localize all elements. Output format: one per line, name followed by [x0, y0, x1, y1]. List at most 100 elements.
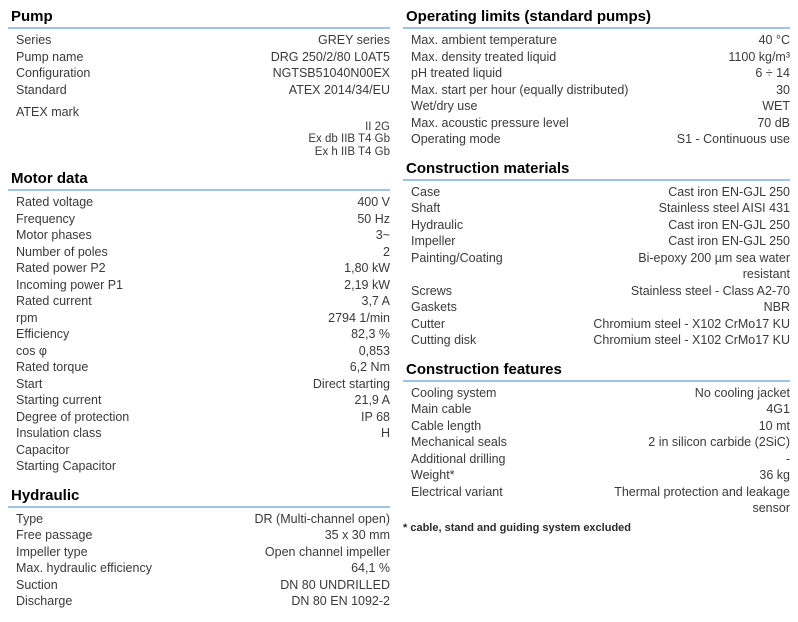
- spec-value: NBR: [763, 300, 790, 314]
- spec-value: Open channel impeller: [264, 544, 390, 559]
- spec-row: Free passage 35 x 30 mm: [8, 527, 390, 544]
- hydraulic-section-title: Hydraulic: [8, 487, 390, 508]
- spec-row: Cutter Chromium steel - X102 CrMo17 KU: [403, 316, 790, 333]
- spec-label: Cable length: [411, 418, 482, 433]
- spec-value: 35 x 30 mm: [324, 528, 390, 542]
- section-construction-features: Construction features Cooling system No …: [403, 361, 790, 534]
- spec-label: Weight*: [411, 468, 455, 482]
- spec-label: Max. density treated liquid: [411, 49, 557, 64]
- spec-row: Pump name DRG 250/2/80 L0AT5: [8, 49, 390, 66]
- spec-value: 2794 1/min: [328, 310, 390, 325]
- spec-value: ATEX 2014/34/EU: [288, 82, 390, 97]
- spec-label: Mechanical seals: [411, 435, 507, 449]
- spec-row: Impeller Cast iron EN-GJL 250: [403, 233, 790, 250]
- right-column: Operating limits (standard pumps) Max. a…: [403, 8, 790, 546]
- spec-value: 2: [383, 244, 390, 259]
- spec-label: Max. start per hour (equally distributed…: [411, 82, 629, 97]
- spec-label: Series: [16, 33, 52, 47]
- atex-mark-values: II 2G Ex db IIB T4 Gb Ex h IIB T4 Gb: [8, 121, 390, 159]
- spec-row: Operating mode S1 - Continuous use: [403, 131, 790, 148]
- spec-row: pH treated liquid 6 ÷ 14: [403, 65, 790, 82]
- spec-label: Degree of protection: [16, 409, 130, 424]
- spec-row: Max. ambient temperature 40 °C: [403, 32, 790, 49]
- spec-row: Cable length 10 mt: [403, 418, 790, 435]
- spec-value: 0,853: [358, 343, 390, 358]
- spec-row: Rated power P2 1,80 kW: [8, 260, 390, 277]
- spec-value: S1 - Continuous use: [676, 132, 790, 146]
- spec-row: Mechanical seals 2 in silicon carbide (2…: [403, 434, 790, 451]
- spec-row: Gaskets NBR: [403, 299, 790, 316]
- spec-value: Chromium steel - X102 CrMo17 KU: [593, 333, 790, 347]
- spec-label: Rated power P2: [16, 261, 106, 275]
- spec-row: Painting/Coating Bi-epoxy 200 µm sea wat…: [403, 250, 790, 283]
- spec-row: Suction DN 80 UNDRILLED: [8, 577, 390, 594]
- spec-row: Series GREY series: [8, 32, 390, 49]
- atex-mark-block: ATEX mark II 2G Ex db IIB T4 Gb Ex h IIB…: [8, 104, 390, 158]
- spec-row: Weight* 36 kg: [403, 467, 790, 484]
- spec-value: 3,7 A: [361, 294, 391, 308]
- spec-label: Efficiency: [16, 327, 70, 341]
- spec-label: Case: [411, 184, 441, 199]
- spec-value: WET: [762, 99, 790, 113]
- spec-label: Shaft: [411, 201, 441, 215]
- spec-row: Discharge DN 80 EN 1092-2: [8, 593, 390, 610]
- operating-limits-section-title: Operating limits (standard pumps): [403, 8, 790, 29]
- spec-value: 1100 kg/m³: [728, 49, 790, 64]
- spec-row: Max. hydraulic efficiency 64,1 %: [8, 560, 390, 577]
- spec-label: Electrical variant: [411, 484, 503, 499]
- spec-row: Number of poles 2: [8, 244, 390, 261]
- operating-rows: Max. ambient temperature 40 °C Max. dens…: [403, 32, 790, 148]
- spec-value: Thermal protection and leakage sensor: [614, 484, 790, 516]
- spec-row: Cooling system No cooling jacket: [403, 385, 790, 402]
- left-column: Pump Series GREY series Pump name DRG 25…: [8, 8, 390, 622]
- spec-value: 6,2 Nm: [349, 360, 390, 374]
- spec-row: Hydraulic Cast iron EN-GJL 250: [403, 217, 790, 234]
- spec-row: Configuration NGTSB51040N00EX: [8, 65, 390, 82]
- spec-label: Configuration: [16, 66, 91, 80]
- spec-value: 30: [776, 82, 790, 97]
- spec-label: Type: [16, 511, 44, 526]
- spec-label: Cutter: [411, 316, 446, 331]
- hydraulic-rows: Type DR (Multi-channel open) Free passag…: [8, 511, 390, 610]
- spec-label: Additional drilling: [411, 451, 506, 466]
- spec-value: NGTSB51040N00EX: [272, 66, 390, 80]
- spec-row: Main cable 4G1: [403, 401, 790, 418]
- spec-label: Incoming power P1: [16, 277, 124, 292]
- spec-value: Direct starting: [312, 376, 390, 391]
- spec-label: rpm: [16, 310, 38, 325]
- spec-value: Cast iron EN-GJL 250: [668, 234, 790, 248]
- spec-label: Discharge: [16, 594, 73, 608]
- spec-value: 36 kg: [759, 468, 790, 482]
- spec-row: Rated torque 6,2 Nm: [8, 359, 390, 376]
- spec-label: Insulation class: [16, 426, 102, 440]
- motor-data-section-title: Motor data: [8, 170, 390, 191]
- spec-value: DR (Multi-channel open): [254, 511, 390, 526]
- spec-row: Rated voltage 400 V: [8, 194, 390, 211]
- section-pump: Pump Series GREY series Pump name DRG 25…: [8, 8, 390, 158]
- spec-label: Wet/dry use: [411, 99, 478, 113]
- spec-value: 10 mt: [758, 418, 790, 433]
- spec-row: Starting Capacitor: [8, 458, 390, 475]
- spec-value: H: [380, 426, 390, 440]
- pump-section-title: Pump: [8, 8, 390, 29]
- datasheet-page: { "sections": { "pump": { "title": "Pump…: [8, 8, 790, 608]
- atex-line: Ex db IIB T4 Gb: [308, 133, 390, 145]
- spec-label: Max. acoustic pressure level: [411, 115, 569, 130]
- spec-row: Incoming power P1 2,19 kW: [8, 277, 390, 294]
- spec-value: DN 80 EN 1092-2: [291, 594, 390, 608]
- spec-label: Starting current: [16, 393, 102, 407]
- spec-row: Starting current 21,9 A: [8, 392, 390, 409]
- spec-row: Max. start per hour (equally distributed…: [403, 82, 790, 99]
- spec-label: Rated torque: [16, 360, 89, 374]
- section-construction-materials: Construction materials Case Cast iron EN…: [403, 160, 790, 349]
- spec-value: DN 80 UNDRILLED: [280, 577, 390, 592]
- spec-value: -: [785, 451, 790, 466]
- spec-label: Hydraulic: [411, 217, 464, 232]
- spec-row: Type DR (Multi-channel open): [8, 511, 390, 528]
- spec-value: IP 68: [361, 409, 390, 424]
- spec-label: Rated voltage: [16, 195, 94, 209]
- spec-value: 50 Hz: [357, 211, 390, 226]
- spec-value: Stainless steel AISI 431: [658, 201, 790, 215]
- spec-label: Max. hydraulic efficiency: [16, 561, 152, 575]
- spec-label: Capacitor: [16, 442, 70, 457]
